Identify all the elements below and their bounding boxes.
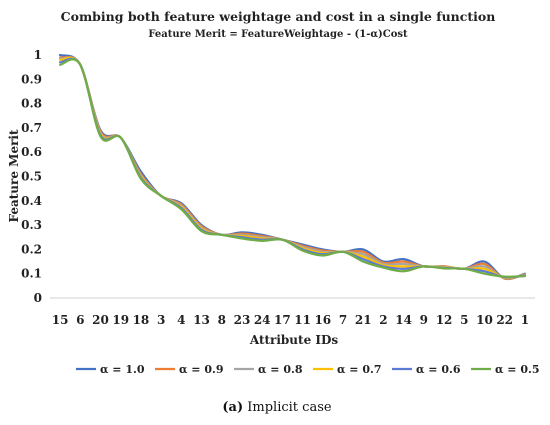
y-axis-label: Feature Merit (7, 129, 21, 222)
x-tick-label: 12 (436, 313, 453, 327)
x-tick-label: 10 (476, 313, 493, 327)
legend-label: α = 0.8 (258, 363, 303, 376)
x-tick-label: 18 (133, 313, 150, 327)
y-tick-label: 1 (34, 48, 42, 62)
x-tick-label: 9 (420, 313, 428, 327)
x-tick-label: 21 (355, 313, 372, 327)
plot-series (59, 53, 526, 281)
x-tick-label: 4 (177, 313, 185, 327)
y-tick-label: 0.8 (21, 97, 42, 111)
y-tick-label: 0.3 (21, 218, 42, 232)
y-tick-label: 0.6 (21, 145, 42, 159)
x-tick-label: 16 (314, 313, 331, 327)
chart-subtitle: Feature Merit = FeatureWeightage - (1-α)… (148, 29, 408, 40)
x-tick-label: 24 (254, 313, 271, 327)
x-tick-label: 5 (460, 313, 468, 327)
x-tick-label: 22 (496, 313, 513, 327)
x-tick-label: 19 (112, 313, 129, 327)
x-tick-label: 11 (294, 313, 311, 327)
x-tick-label: 20 (92, 313, 109, 327)
figure-caption: (a) Implicit case (222, 400, 331, 415)
x-tick-label: 15 (52, 313, 69, 327)
x-tick-label: 8 (218, 313, 226, 327)
caption-text: Implicit case (243, 400, 332, 415)
y-tick-label: 0.7 (21, 121, 42, 135)
y-tick-label: 0.1 (21, 267, 42, 281)
y-axis: 0 0.1 0.2 0.3 0.4 0.5 0.6 0.7 0.8 0.9 1 (21, 48, 42, 305)
x-tick-label: 13 (193, 313, 210, 327)
x-tick-label: 3 (157, 313, 165, 327)
x-tick-label: 1 (521, 313, 529, 327)
chart-title: Combing both feature weightage and cost … (61, 9, 496, 24)
legend-label: α = 0.6 (416, 363, 461, 376)
x-tick-label: 17 (274, 313, 291, 327)
y-tick-label: 0.5 (21, 170, 42, 184)
legend: α = 1.0 α = 0.9 α = 0.8 α = 0.7 α = 0.6 α = 0… (76, 363, 539, 376)
y-tick-label: 0.4 (21, 194, 42, 208)
x-tick-label: 7 (339, 313, 347, 327)
y-tick-label: 0.2 (21, 242, 42, 256)
x-axis: 15 6 20 19 18 3 4 13 8 23 24 17 11 16 7 21 2 14 9 12 5 10 22 1 (50, 297, 535, 327)
x-tick-label: 2 (379, 313, 387, 327)
x-tick-label: 14 (395, 313, 412, 327)
x-axis-label: Attribute IDs (249, 333, 339, 347)
y-tick-label: 0 (34, 291, 42, 305)
y-tick-label: 0.9 (21, 72, 42, 86)
legend-label: α = 0.7 (337, 363, 381, 376)
caption-label: (a) (222, 400, 243, 415)
x-tick-label: 6 (76, 313, 84, 327)
legend-label: α = 1.0 (100, 363, 145, 376)
legend-label: α = 0.9 (179, 363, 223, 376)
series-line-5 (59, 58, 526, 278)
legend-label: α = 0.5 (495, 363, 539, 376)
x-tick-label: 23 (234, 313, 251, 327)
